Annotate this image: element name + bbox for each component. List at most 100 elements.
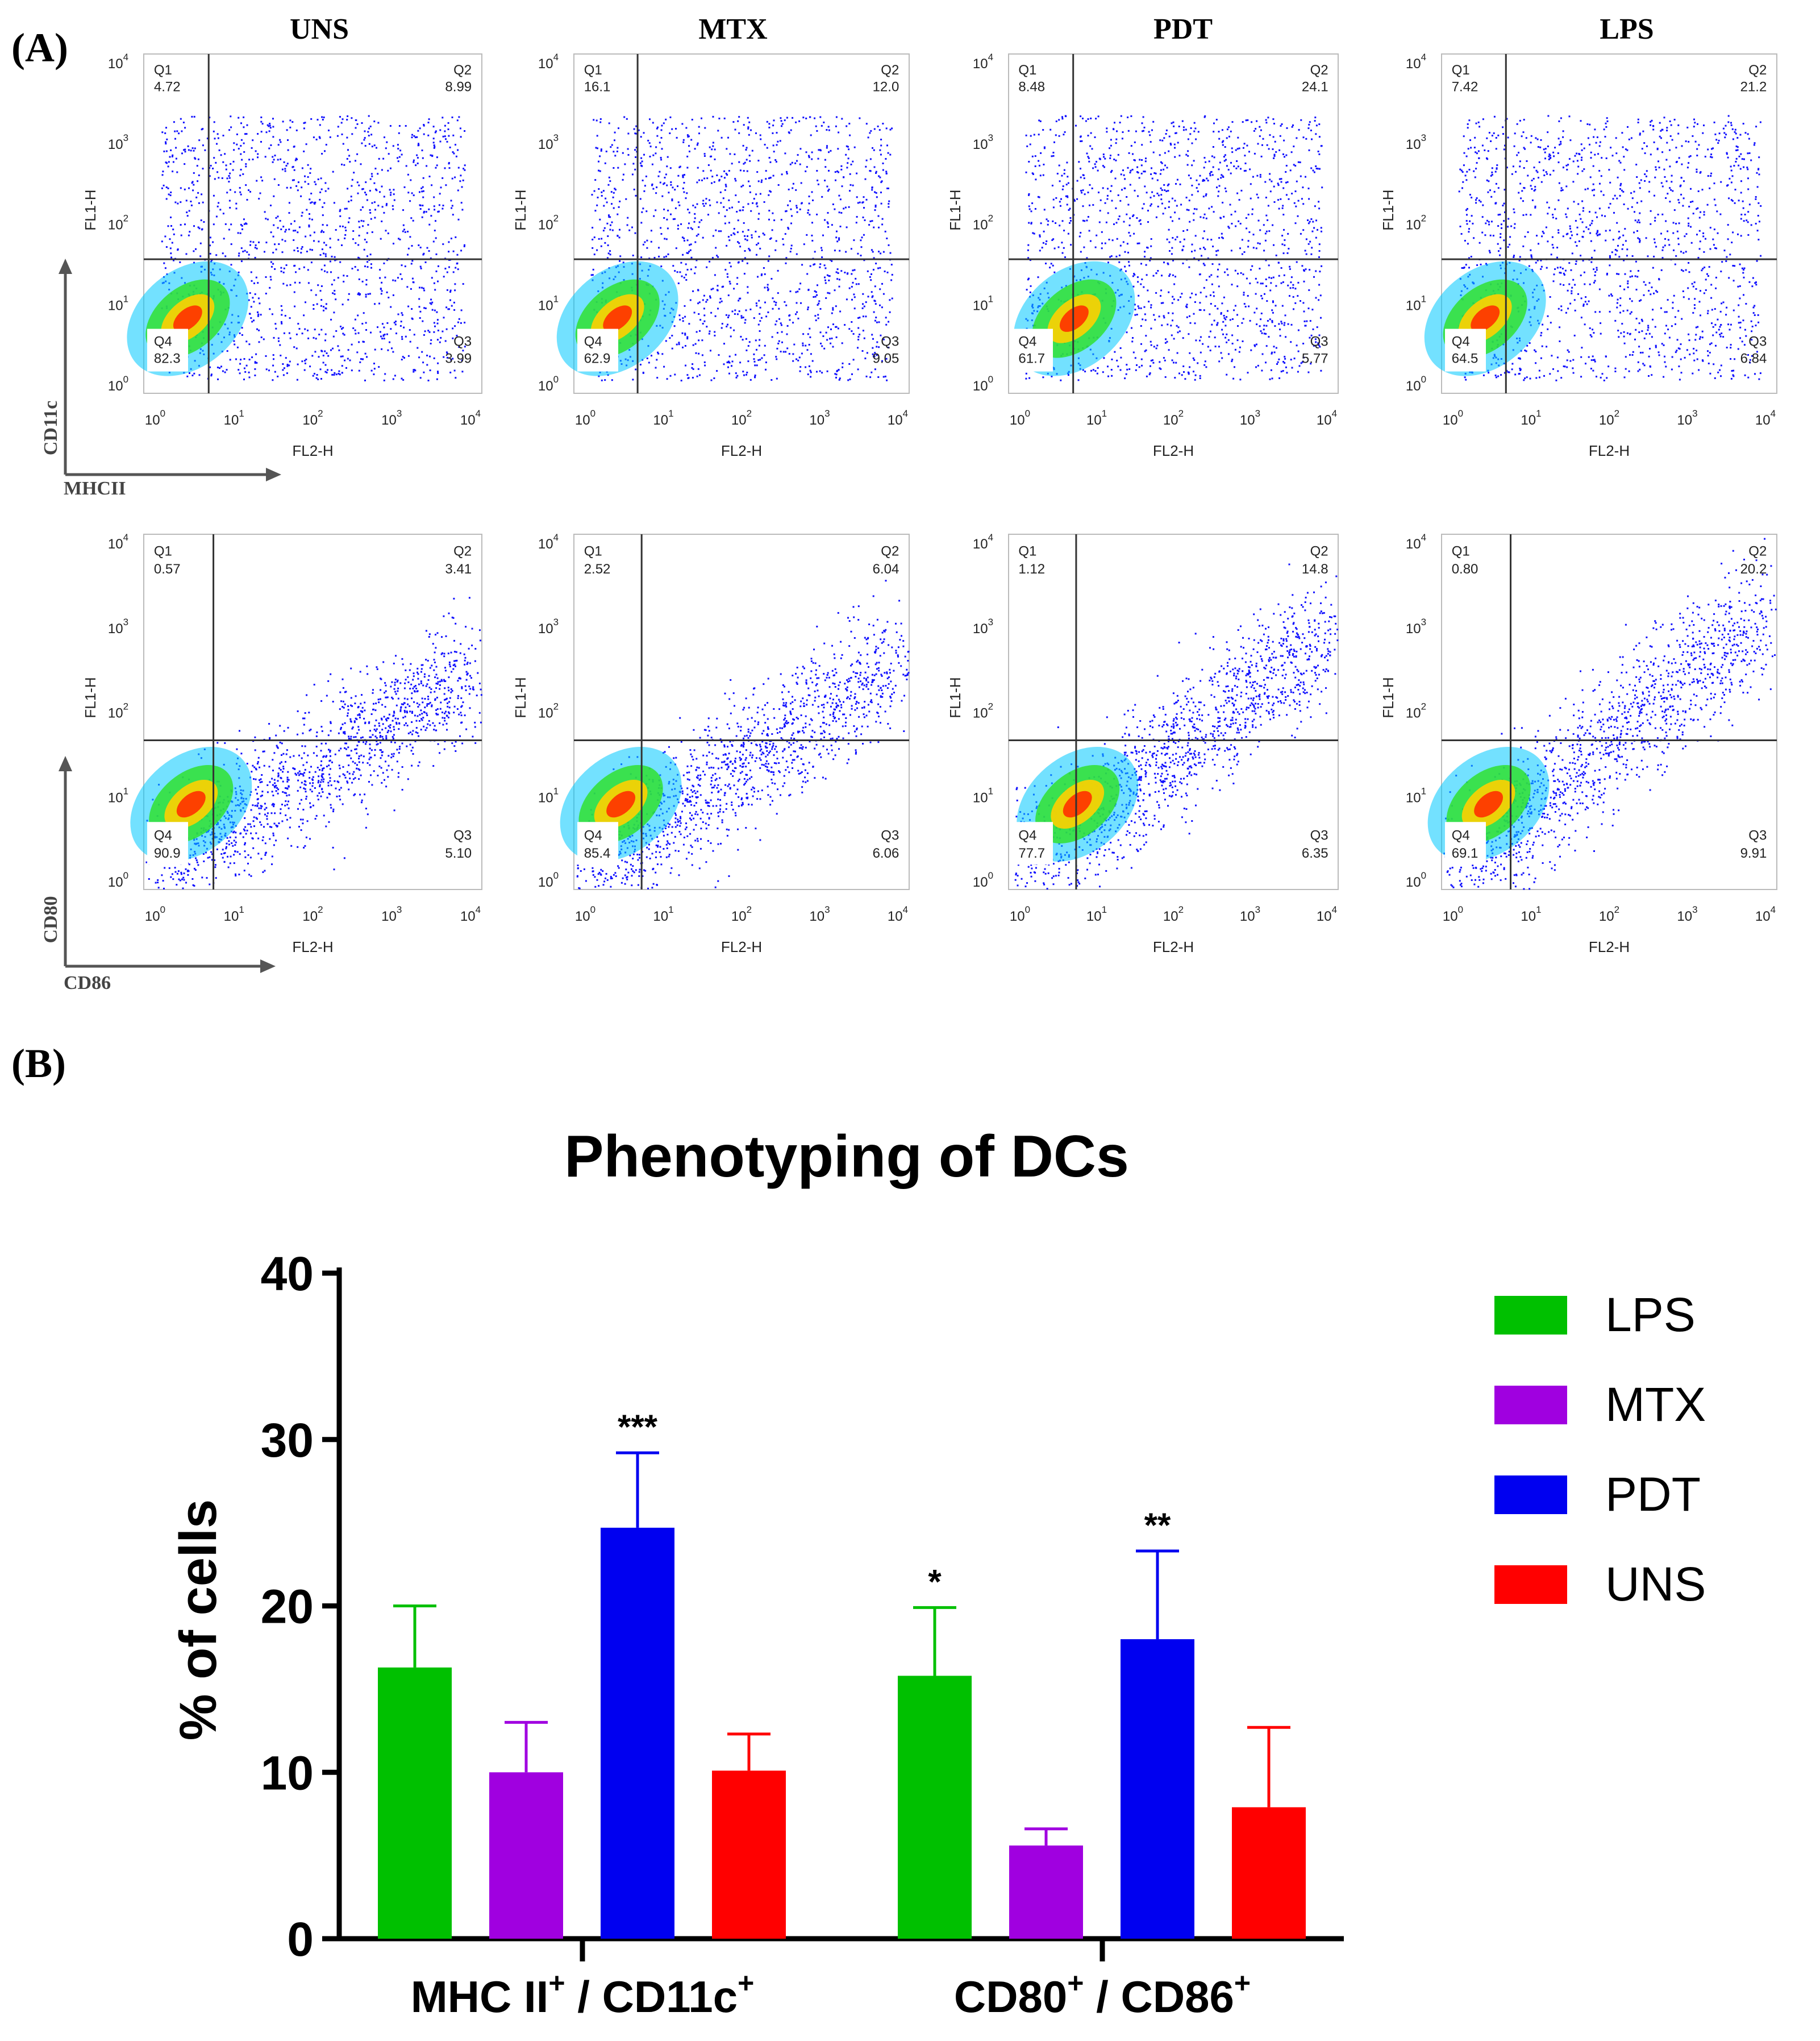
quadrant-value-q2: 21.2 xyxy=(1740,80,1767,95)
y-axis-label: % of cells xyxy=(169,1499,227,1740)
x-tick-label: 103 xyxy=(381,408,402,428)
y-axis-label: FL1-H xyxy=(82,677,99,718)
y-tick-label: 103 xyxy=(1406,617,1426,637)
x-tick-label: 100 xyxy=(1443,408,1463,428)
x-tick-label: 100 xyxy=(575,408,595,428)
quadrant-label-q2: Q2 xyxy=(453,63,472,78)
quadrant-value-q1: 4.72 xyxy=(154,80,181,95)
quadrant-label-q3: Q3 xyxy=(453,828,472,843)
quadrant-label-q1: Q1 xyxy=(1452,544,1470,559)
quadrant-label-q4: Q4 xyxy=(154,828,172,843)
legend-swatch-lps xyxy=(1494,1296,1567,1335)
quadrant-label-q3: Q3 xyxy=(1310,828,1328,843)
y-axis-label: FL1-H xyxy=(1380,677,1397,718)
legend-swatch-mtx xyxy=(1494,1386,1567,1424)
y-tick-label: 103 xyxy=(108,132,128,152)
quadrant-label-q2: Q2 xyxy=(881,63,899,78)
y-tick-label: 104 xyxy=(973,52,993,72)
x-tick-label: 104 xyxy=(1755,904,1776,924)
x-tick-label: 104 xyxy=(1755,408,1776,428)
y-tick-label: 102 xyxy=(108,213,128,233)
q4-label-box xyxy=(577,822,618,865)
significance-label: *** xyxy=(618,1408,658,1446)
quadrant-value-q2: 24.1 xyxy=(1302,80,1328,95)
quadrant-value-q3: 3.99 xyxy=(445,351,472,366)
legend-label-uns: UNS xyxy=(1605,1557,1706,1611)
x-tick-label: 103 xyxy=(1240,904,1260,924)
y-axis-label: FL1-H xyxy=(512,189,529,230)
q4-label-box xyxy=(1012,329,1053,372)
legend-label-lps: LPS xyxy=(1605,1288,1696,1341)
legend: LPS MTX PDT UNS xyxy=(1494,1288,1706,1611)
x-axis-label: FL2-H xyxy=(721,938,762,955)
quadrant-value-q4: 85.4 xyxy=(584,846,611,861)
y-tick-label: 100 xyxy=(1406,374,1426,394)
bar-lps-2 xyxy=(898,1676,972,1939)
x-tick-label: 102 xyxy=(1599,408,1619,428)
q4-label-box xyxy=(147,329,188,372)
quadrant-label-q1: Q1 xyxy=(584,63,602,78)
y-tick-label: 103 xyxy=(973,132,993,152)
x-tick-label: 101 xyxy=(653,408,673,428)
column-titles: UNS MTX PDT LPS xyxy=(290,13,1654,45)
quadrant-label-q3: Q3 xyxy=(1310,334,1328,349)
quadrant-label-q4: Q4 xyxy=(1018,334,1036,349)
y-tick-label: 104 xyxy=(538,532,559,552)
quadrant-value-q4: 62.9 xyxy=(584,351,611,366)
y-tick-label: 103 xyxy=(538,617,559,637)
x-tick-label: 103 xyxy=(1240,408,1260,428)
flow-plot-uns-row2: Q1 0.57 Q2 3.41 Q3 5.10 Q4 90.9 100 100 101 101 102 1… xyxy=(82,532,482,955)
x-tick-label: 101 xyxy=(1086,904,1107,924)
y-tick-label: 102 xyxy=(108,701,128,721)
bar-uns-2 xyxy=(1232,1807,1306,1939)
bar-uns-1 xyxy=(712,1770,786,1939)
flow-plot-uns-row1: Q1 4.72 Q2 8.99 Q3 3.99 Q4 82.3 100 100 101 101 102 1… xyxy=(82,52,482,459)
column-title-pdt: PDT xyxy=(1153,13,1213,45)
category-label: MHC II+ / CD11c+ xyxy=(411,1967,755,2022)
quadrant-value-q2: 8.99 xyxy=(445,80,472,95)
x-tick-label: 101 xyxy=(1086,408,1107,428)
significance-label: ** xyxy=(1144,1506,1171,1544)
y-tick-label: 101 xyxy=(1406,293,1426,313)
y-axis-label: FL1-H xyxy=(512,677,529,718)
category-label: CD80+ / CD86+ xyxy=(954,1967,1251,2022)
quadrant-value-q4: 64.5 xyxy=(1452,351,1479,366)
y-tick-label: 102 xyxy=(1406,213,1426,233)
y-axis-label: FL1-H xyxy=(947,677,964,718)
bar-lps-1 xyxy=(378,1667,452,1939)
x-tick-label: 103 xyxy=(1677,904,1697,924)
row2-marker-axes: CD80 CD86 xyxy=(40,756,276,994)
quadrant-value-q3: 5.77 xyxy=(1302,351,1328,366)
quadrant-value-q4: 77.7 xyxy=(1018,846,1045,861)
quadrant-value-q2: 20.2 xyxy=(1740,562,1767,577)
y-tick-label: 101 xyxy=(108,293,128,313)
y-tick-label: 100 xyxy=(1406,870,1426,890)
x-axis-label: FL2-H xyxy=(1153,938,1194,955)
y-tick-label: 104 xyxy=(108,52,128,72)
quadrant-value-q3: 9.05 xyxy=(873,351,899,366)
quadrant-label-q3: Q3 xyxy=(1748,334,1767,349)
y-tick-label: 103 xyxy=(973,617,993,637)
x-tick-label: 102 xyxy=(731,408,752,428)
quadrant-value-q3: 9.91 xyxy=(1740,846,1767,861)
x-tick-label: 101 xyxy=(224,408,244,428)
legend-swatch-uns xyxy=(1494,1565,1567,1604)
quadrant-value-q1: 2.52 xyxy=(584,562,611,577)
chart-title: Phenotyping of DCs xyxy=(564,1124,1129,1190)
x-axis-label: FL2-H xyxy=(292,938,333,955)
bar-pdt-1 xyxy=(601,1527,674,1939)
quadrant-label-q1: Q1 xyxy=(1018,544,1036,559)
quadrant-value-q2: 3.41 xyxy=(445,562,472,577)
x-tick-label: 100 xyxy=(145,408,165,428)
quadrant-label-q2: Q2 xyxy=(1310,544,1328,559)
legend-label-mtx: MTX xyxy=(1605,1378,1706,1431)
quadrant-value-q3: 6.84 xyxy=(1740,351,1767,366)
x-tick-label: 104 xyxy=(460,408,481,428)
x-tick-label: 104 xyxy=(460,904,481,924)
quadrant-value-q3: 6.35 xyxy=(1302,846,1328,861)
y-tick-label: 103 xyxy=(538,132,559,152)
quadrant-label-q3: Q3 xyxy=(1748,828,1767,843)
y-tick-label: 104 xyxy=(973,532,993,552)
panel-b-label: (B) xyxy=(11,1041,66,1086)
y-tick-label: 30 xyxy=(261,1414,314,1467)
